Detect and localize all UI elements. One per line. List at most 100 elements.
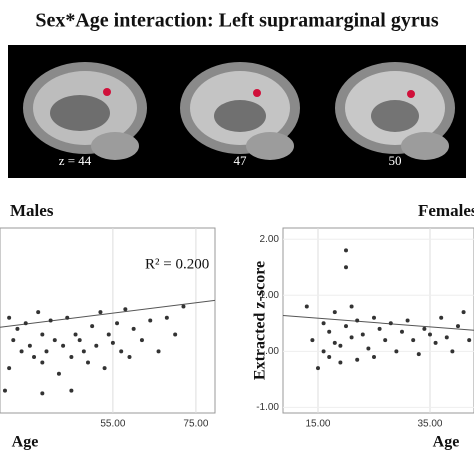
- point: [27, 343, 32, 348]
- y-tick-label: 2.00: [260, 234, 280, 245]
- point: [332, 340, 337, 345]
- x-tick-label: 75.00: [183, 419, 208, 430]
- point: [433, 340, 438, 345]
- chart-title: Females: [418, 201, 474, 220]
- point: [32, 354, 37, 359]
- point: [73, 332, 78, 337]
- fit-line: [282, 314, 474, 331]
- point: [338, 343, 343, 348]
- point: [315, 366, 320, 371]
- point: [65, 315, 70, 320]
- figure-title: Sex*Age interaction: Left supramarginal …: [35, 10, 439, 32]
- chart-title: Males: [10, 201, 54, 220]
- x-tick-label: 15.00: [305, 419, 330, 430]
- point: [338, 360, 343, 365]
- point: [304, 304, 309, 309]
- point: [90, 324, 95, 329]
- point: [81, 349, 86, 354]
- point: [422, 326, 427, 331]
- point: [181, 304, 186, 309]
- x-tick-label: 55.00: [100, 419, 125, 430]
- point: [349, 335, 354, 340]
- point: [332, 310, 337, 315]
- point: [52, 338, 57, 343]
- y-axis-label: Extracted z-score: [252, 261, 269, 380]
- point: [343, 324, 348, 329]
- slice-label: 50: [389, 153, 402, 168]
- point: [40, 360, 45, 365]
- fit-line: [0, 299, 216, 328]
- point: [156, 349, 161, 354]
- point: [85, 360, 90, 365]
- slice-label: z = 44: [59, 153, 92, 168]
- y-tick-label: .00: [265, 346, 279, 357]
- point: [164, 315, 169, 320]
- point: [416, 352, 421, 357]
- point: [366, 346, 371, 351]
- plot-area: [282, 227, 474, 414]
- annotation: R² = 0.200: [145, 256, 209, 272]
- point: [321, 349, 326, 354]
- point: [36, 310, 41, 315]
- point: [467, 338, 472, 343]
- point: [48, 318, 53, 323]
- point: [11, 338, 16, 343]
- point: [123, 307, 128, 312]
- point: [355, 357, 360, 362]
- point: [7, 315, 12, 320]
- slice-label: 47: [234, 153, 248, 168]
- point: [69, 354, 74, 359]
- point: [343, 248, 348, 253]
- point: [377, 326, 382, 331]
- x-axis-label: Age: [12, 434, 39, 451]
- point: [349, 304, 354, 309]
- point: [327, 354, 332, 359]
- point: [394, 349, 399, 354]
- point: [77, 338, 82, 343]
- point: [427, 332, 432, 337]
- point: [127, 354, 132, 359]
- point: [40, 332, 45, 337]
- x-tick-label: 35.00: [417, 419, 442, 430]
- point: [115, 321, 120, 326]
- point: [371, 354, 376, 359]
- point: [148, 318, 153, 323]
- point: [461, 310, 466, 315]
- point: [388, 321, 393, 326]
- point: [110, 340, 115, 345]
- point: [360, 332, 365, 337]
- point: [44, 349, 49, 354]
- x-axis-label: Age: [433, 434, 460, 451]
- point: [455, 324, 460, 329]
- point: [69, 388, 74, 393]
- point: [61, 343, 66, 348]
- point: [327, 329, 332, 334]
- point: [405, 318, 410, 323]
- point: [439, 315, 444, 320]
- point: [40, 391, 45, 396]
- point: [310, 338, 315, 343]
- point: [173, 332, 178, 337]
- point: [411, 338, 416, 343]
- point: [139, 338, 144, 343]
- point: [23, 321, 28, 326]
- point: [94, 343, 99, 348]
- y-tick-label: 1.00: [260, 290, 280, 301]
- point: [371, 315, 376, 320]
- plot-area: [0, 227, 216, 414]
- point: [98, 310, 103, 315]
- point: [321, 321, 326, 326]
- brain-panel: z = 44 47 50: [8, 45, 466, 178]
- point: [343, 265, 348, 270]
- point: [7, 366, 12, 371]
- point: [399, 329, 404, 334]
- point: [383, 338, 388, 343]
- point: [450, 349, 455, 354]
- point: [106, 332, 111, 337]
- point: [131, 326, 136, 331]
- point: [355, 318, 360, 323]
- y-tick-label: -1.00: [256, 402, 279, 413]
- point: [444, 335, 449, 340]
- point: [119, 349, 124, 354]
